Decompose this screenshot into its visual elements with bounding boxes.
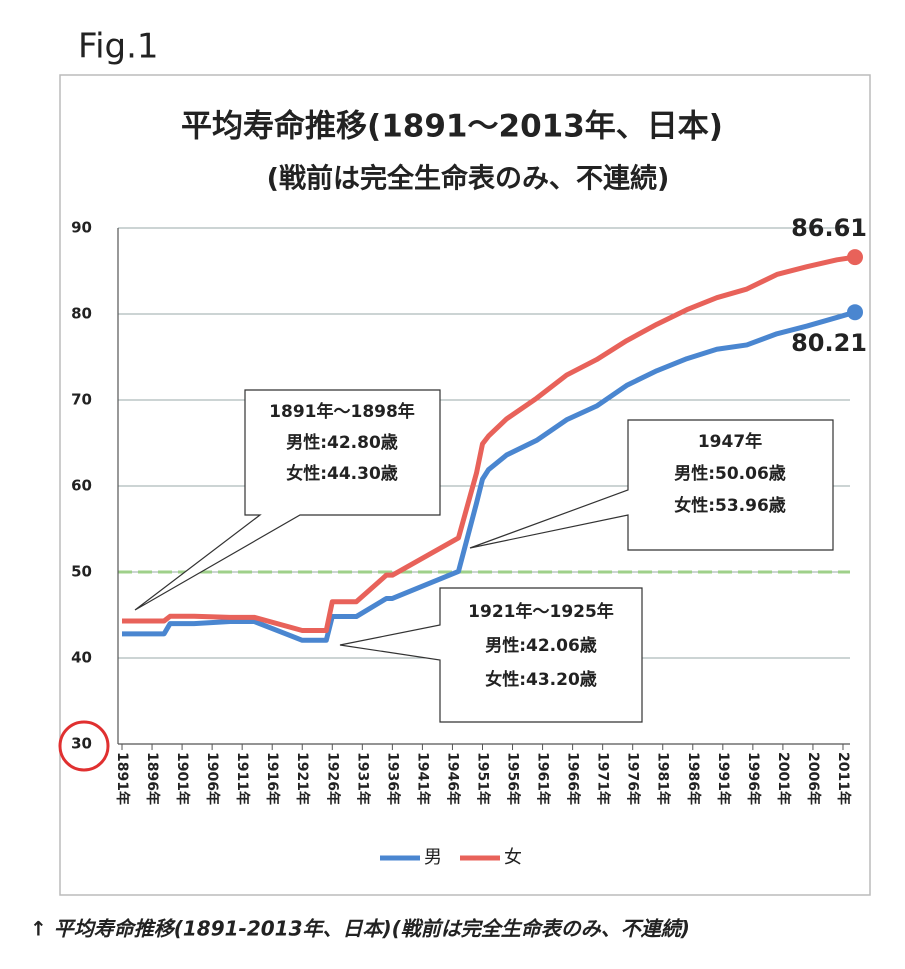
series-line <box>122 309 856 643</box>
x-tick-label: 1951年 <box>474 752 491 805</box>
x-tick-label: 1911年 <box>234 752 251 805</box>
callout-2: 1947年 男性:50.06歳 女性:53.96歳 <box>469 419 834 551</box>
callout-box <box>134 389 441 611</box>
callout-1: 1891年～1898年 男性:42.80歳 女性:44.30歳 <box>134 389 441 611</box>
x-tick-label: 2001年 <box>775 752 792 805</box>
x-tick-label: 1956年 <box>505 752 522 805</box>
x-tick-label: 2011年 <box>835 752 852 805</box>
y-tick-label: 80 <box>71 305 92 323</box>
callout-box <box>469 419 834 551</box>
legend-label: 男 <box>424 847 442 868</box>
y-tick-label: 30 <box>71 735 92 753</box>
y-tick-label: 60 <box>71 477 92 495</box>
chart-title: 平均寿命推移(1891～2013年、日本) <box>181 109 723 145</box>
x-tick-label: 1926年 <box>324 752 341 805</box>
x-tick-label: 1981年 <box>655 752 672 805</box>
callout-3: 1921年～1925年 男性:42.06歳 女性:43.20歳 <box>339 587 643 723</box>
x-tick-label: 1976年 <box>625 752 642 805</box>
y-tick-label: 40 <box>71 649 92 667</box>
x-tick-label: 1986年 <box>685 752 702 805</box>
plot: 30 40 50 60 70 80 90 1891年 1896年 1901年 1906年 1911年 1… <box>71 214 867 868</box>
x-tick-label: 1941年 <box>414 752 431 805</box>
x-tick-label: 1906年 <box>204 752 221 805</box>
x-tick-label: 1966年 <box>565 752 582 805</box>
legend-label: 女 <box>504 847 522 868</box>
end-label: 86.61 <box>791 214 867 242</box>
x-tick-label: 1921年 <box>294 752 311 805</box>
annotation-text: 女性:44.30歳 <box>286 463 398 484</box>
x-tick-label: 1991年 <box>715 752 732 805</box>
annotation-text: 男性:50.06歳 <box>674 463 786 484</box>
x-tick-label: 1996年 <box>745 752 762 805</box>
annotation-text: 1947年 <box>698 431 762 452</box>
annotation-text: 男性:42.80歳 <box>286 432 398 453</box>
caption: ↑ 平均寿命推移(1891-2013年、日本)(戦前は完全生命表のみ、不連続) <box>30 917 690 941</box>
series-line <box>122 254 856 633</box>
annotation-text: 1891年～1898年 <box>269 401 415 422</box>
highlight-circle <box>58 720 110 772</box>
annotation-text: 1921年～1925年 <box>468 601 614 622</box>
annotation-text: 女性:53.96歳 <box>674 495 786 516</box>
x-tick-label: 1901年 <box>174 752 191 805</box>
x-tick-label: 1931年 <box>354 752 371 805</box>
x-tick-label: 1916年 <box>264 752 281 805</box>
annotation-text: 女性:43.20歳 <box>485 669 597 690</box>
x-tick-label: 1891年 <box>114 752 131 805</box>
end-point <box>847 249 863 266</box>
y-tick-label: 90 <box>71 219 92 237</box>
annotation-text: 男性:42.06歳 <box>485 635 597 656</box>
callout-box <box>339 587 643 723</box>
y-tick-label: 50 <box>71 563 92 581</box>
x-tick-label: 1971年 <box>595 752 612 805</box>
x-tick-label: 2006年 <box>805 752 822 805</box>
chart-subtitle: (戦前は完全生命表のみ、不連続) <box>267 163 670 195</box>
chart-frame <box>59 74 871 896</box>
x-tick-label: 1946年 <box>444 752 461 805</box>
figure-label: Fig.1 <box>78 27 159 67</box>
y-tick-label: 70 <box>71 391 92 409</box>
x-tick-label: 1961年 <box>535 752 552 805</box>
x-tick-label: 1936年 <box>384 752 401 805</box>
x-tick-label: 1896年 <box>144 752 161 805</box>
end-point <box>847 304 863 321</box>
end-label: 80.21 <box>791 329 867 357</box>
